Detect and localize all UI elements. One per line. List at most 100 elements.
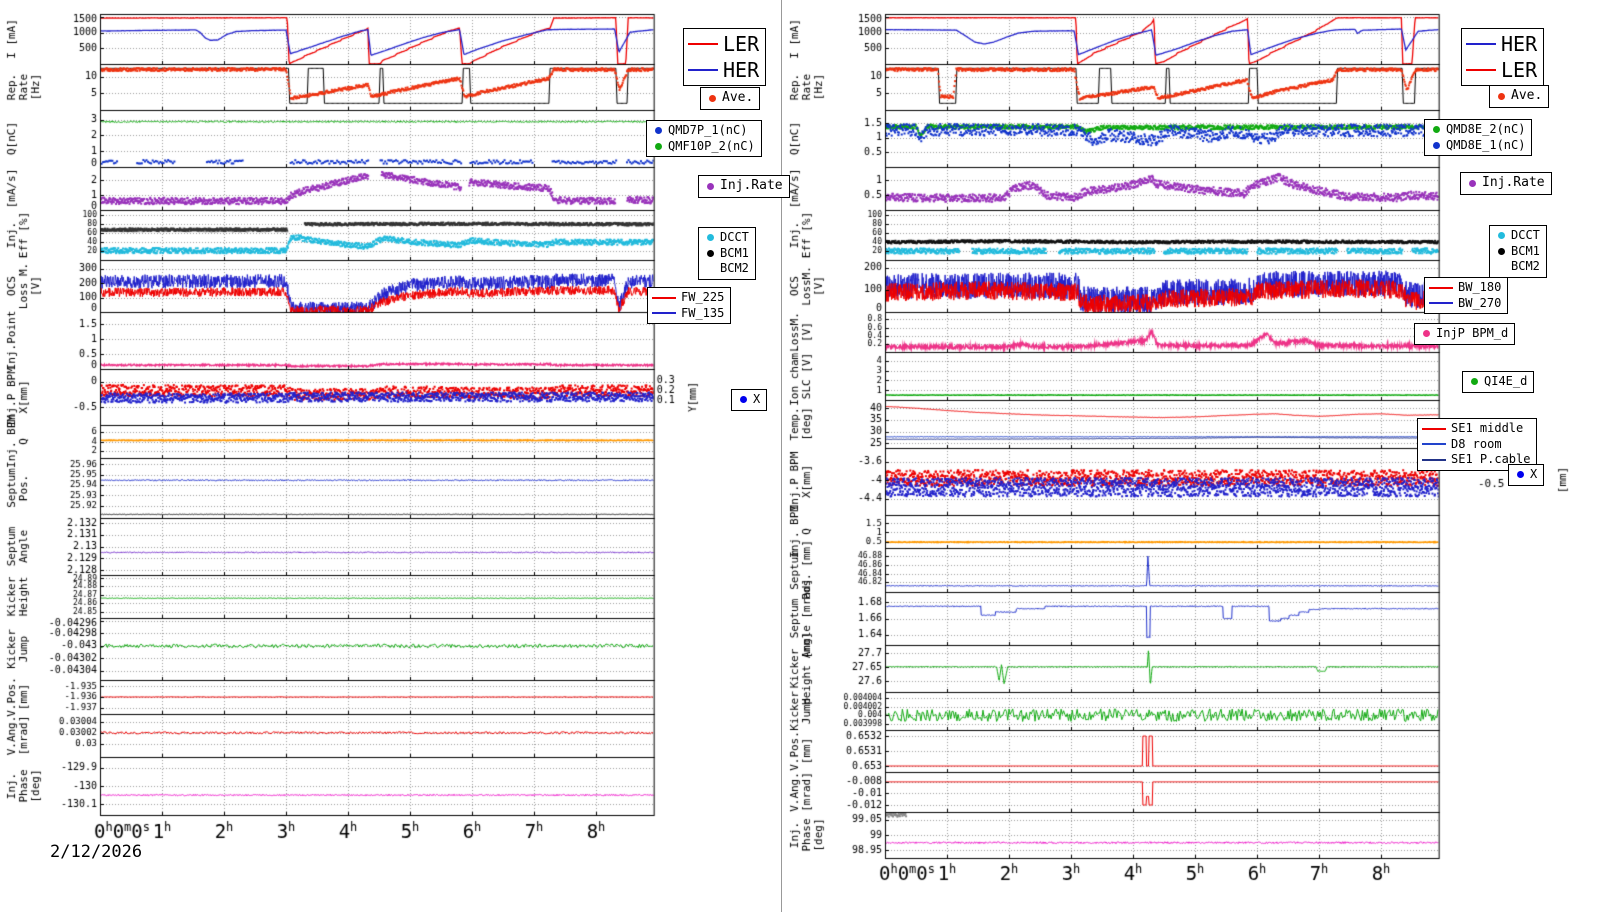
legend-item: BCM1 <box>703 246 749 262</box>
legend-right-4: DCCT BCM1 BCM2 <box>1489 225 1547 278</box>
legend-item: BW_270 <box>1429 296 1501 312</box>
legend-label: Inj.Rate <box>720 178 783 193</box>
legend-item: HER <box>1466 31 1537 57</box>
legend-item: HER <box>688 57 759 83</box>
legend-label: BW_180 <box>1458 280 1502 294</box>
legend-item: SE1 P.cable <box>1422 452 1530 468</box>
legend-item: BCM2 <box>1494 259 1540 275</box>
legend-label: Inj.Rate <box>1482 175 1545 190</box>
legend-left-2: QMD7P_1(nC) QMF10P_2(nC) <box>646 120 762 158</box>
dot-marker-icon <box>707 182 714 190</box>
line-marker-icon <box>652 296 676 299</box>
dot-marker-icon <box>1423 330 1430 338</box>
legend-label: DCCT <box>1511 228 1540 242</box>
dot-marker-icon <box>1471 378 1478 386</box>
line-marker-icon <box>1422 427 1446 430</box>
dot-marker-icon <box>1433 141 1440 149</box>
legend-item: QI4E_d <box>1467 374 1527 390</box>
line-marker-icon <box>1429 302 1453 305</box>
legend-label: QMD8E_2(nC) <box>1446 122 1526 136</box>
line-marker-icon <box>1429 286 1453 289</box>
dot-marker-icon <box>655 142 662 150</box>
legend-right-0: HER LER <box>1461 28 1545 86</box>
dot-marker-icon <box>1498 247 1505 255</box>
legend-item: LER <box>1466 57 1537 83</box>
dot-marker-icon <box>707 249 714 257</box>
legend-item: FW_225 <box>652 290 724 306</box>
legend-label: SE1 P.cable <box>1451 452 1531 467</box>
legend-right-3: Inj.Rate <box>1460 172 1552 195</box>
legend-item: X <box>736 392 760 408</box>
dot-marker-icon <box>707 234 714 242</box>
legend-label: Ave. <box>722 90 754 105</box>
legend-left-6: X <box>731 389 768 411</box>
line-marker-icon <box>1422 443 1446 446</box>
legend-label: QI4E_d <box>1484 374 1528 388</box>
legend-label: LER <box>723 32 760 56</box>
legend-label: FW_135 <box>681 305 725 320</box>
legend-right-2: QMD8E_2(nC) QMD8E_1(nC) <box>1424 119 1533 157</box>
legend-item: BW_180 <box>1429 280 1501 296</box>
legend-label: BCM1 <box>720 245 749 260</box>
dot-marker-icon <box>1498 232 1505 240</box>
dot-marker-icon <box>1517 471 1524 479</box>
legend-label: DCCT <box>720 230 749 244</box>
dot-marker-icon <box>655 127 662 135</box>
legend-label: QMD8E_1(nC) <box>1446 137 1526 152</box>
line-marker-icon <box>1466 43 1496 45</box>
legend-left-0: LER HER <box>683 28 767 86</box>
dot-marker-icon <box>1433 126 1440 134</box>
legend-item: SE1 middle <box>1422 421 1530 437</box>
legend-right-1: Ave. <box>1489 85 1550 108</box>
legend-item: X <box>1513 467 1537 483</box>
legend-label: BCM2 <box>1511 259 1540 274</box>
legend-label: X <box>1530 467 1538 481</box>
legend-item: Ave. <box>705 90 753 107</box>
dot-marker-icon <box>709 94 716 102</box>
legend-item: Inj.Rate <box>703 178 783 195</box>
legend-left-3: Inj.Rate <box>698 175 790 198</box>
legend-left-4: DCCT BCM1 BCM2 <box>698 227 756 280</box>
legend-item: QMD7P_1(nC) <box>651 123 755 139</box>
legend-label: InjP BPM_d <box>1436 326 1509 340</box>
legend-label: LER <box>1501 58 1538 82</box>
legend-right-7: QI4E_d <box>1462 371 1535 393</box>
legend-label: BCM2 <box>720 261 749 276</box>
legend-label: QMD7P_1(nC) <box>668 123 748 137</box>
line-marker-icon <box>1422 458 1446 461</box>
dot-marker-icon <box>1469 179 1476 187</box>
legend-item: DCCT <box>1494 228 1540 244</box>
line-marker-icon <box>1466 69 1496 71</box>
legend-item: Inj.Rate <box>1465 175 1545 192</box>
legend-item: DCCT <box>703 230 749 246</box>
legend-right-9: X <box>1508 464 1545 486</box>
legend-label: D8 room <box>1451 436 1502 451</box>
legend-label: BW_270 <box>1458 295 1502 310</box>
legend-item: InjP BPM_d <box>1419 326 1508 342</box>
legend-left-5: FW_225 FW_135 <box>647 287 732 325</box>
dot-marker-icon <box>1498 92 1505 100</box>
legend-item: QMD8E_1(nC) <box>1429 138 1525 154</box>
legend-label: BCM1 <box>1511 243 1540 258</box>
legend-right-5: BW_180 BW_270 <box>1424 277 1509 315</box>
legend-label: SE1 middle <box>1451 421 1524 435</box>
legend-label: HER <box>723 58 760 82</box>
legend-label: QMF10P_2(nC) <box>668 138 755 153</box>
legend-label: FW_225 <box>681 290 725 304</box>
dot-marker-icon <box>740 396 747 404</box>
line-marker-icon <box>688 43 718 45</box>
legend-item: QMF10P_2(nC) <box>651 139 755 155</box>
legend-label: X <box>753 392 761 406</box>
legend-item: FW_135 <box>652 306 724 322</box>
legend-label: Ave. <box>1511 88 1543 103</box>
legend-item: BCM1 <box>1494 244 1540 260</box>
legend-right-6: InjP BPM_d <box>1414 323 1516 345</box>
panel-divider <box>781 0 782 912</box>
legend-item: LER <box>688 31 759 57</box>
legend-item: QMD8E_2(nC) <box>1429 122 1525 138</box>
date-label: 2/12/2026 <box>50 842 143 862</box>
line-marker-icon <box>688 69 718 71</box>
legend-left-1: Ave. <box>700 87 761 110</box>
line-marker-icon <box>652 312 676 315</box>
